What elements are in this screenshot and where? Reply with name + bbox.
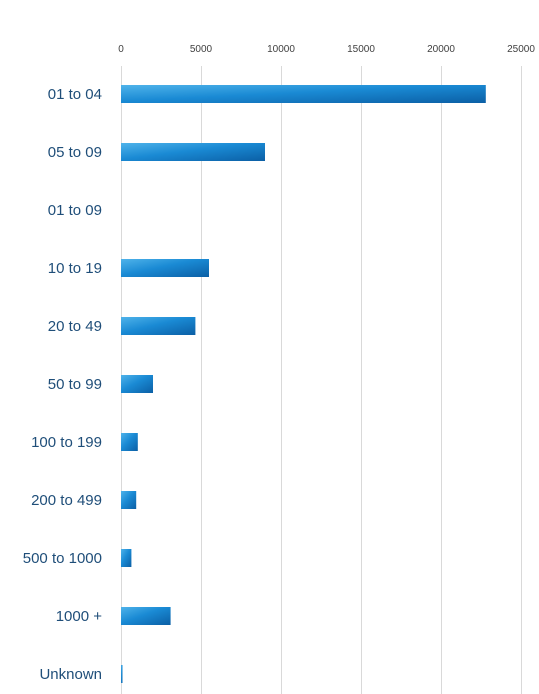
- category-label: 1000 +: [56, 608, 103, 625]
- category-label: 50 to 99: [48, 376, 102, 393]
- category-label: Unknown: [39, 666, 102, 683]
- category-label: 100 to 199: [31, 434, 102, 451]
- category-label: 20 to 49: [48, 318, 102, 335]
- bar: [121, 491, 137, 509]
- x-tick-label: 20000: [427, 44, 455, 55]
- bars: [121, 85, 486, 683]
- category-label: 01 to 09: [48, 202, 102, 219]
- category-label: 05 to 09: [48, 144, 102, 161]
- x-tick-label: 10000: [267, 44, 295, 55]
- gridlines: [121, 66, 522, 694]
- bar: [121, 85, 486, 103]
- bar: [121, 375, 153, 393]
- category-label: 10 to 19: [48, 260, 102, 277]
- bar: [121, 259, 209, 277]
- category-label: 01 to 04: [48, 86, 102, 103]
- bar: [121, 665, 123, 683]
- bar: [121, 317, 196, 335]
- x-tick-label: 0: [118, 44, 124, 55]
- x-axis-tick-labels: 0 5000 10000 15000 20000 25000: [118, 44, 535, 55]
- category-labels: 01 to 04 05 to 09 01 to 09 10 to 19 20 to 49…: [23, 86, 102, 683]
- x-tick-label: 5000: [190, 44, 213, 55]
- category-label: 200 to 499: [31, 492, 102, 509]
- x-tick-label: 15000: [347, 44, 375, 55]
- category-label: 500 to 1000: [23, 550, 102, 567]
- bar: [121, 143, 265, 161]
- bar: [121, 607, 171, 625]
- x-tick-label: 25000: [507, 44, 535, 55]
- bar: [121, 433, 138, 451]
- bar: [121, 549, 132, 567]
